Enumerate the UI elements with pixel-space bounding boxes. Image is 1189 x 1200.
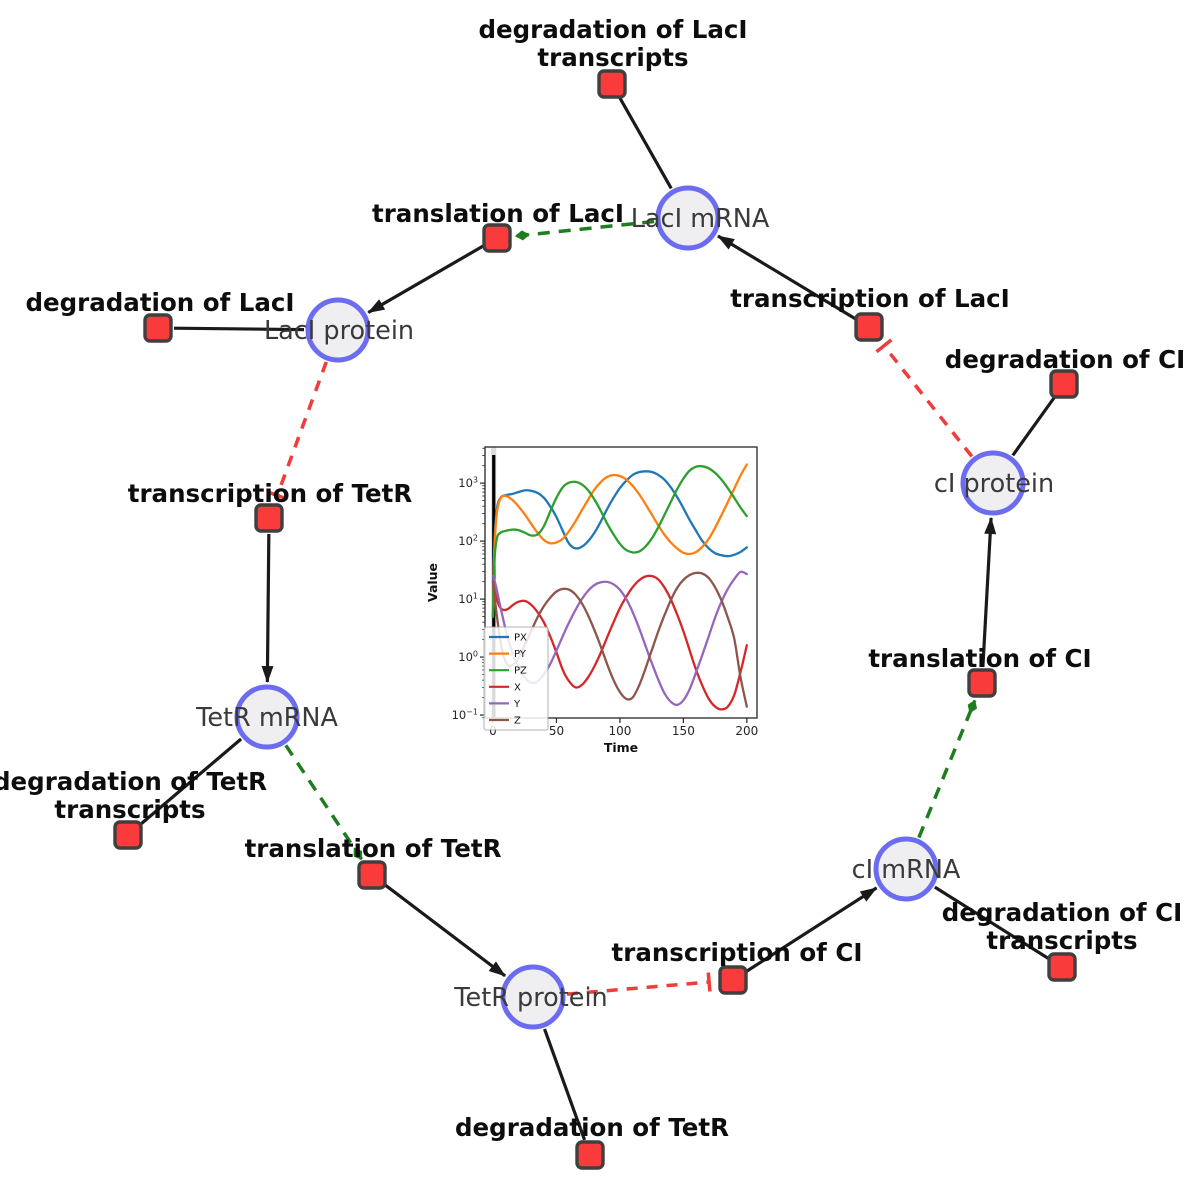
edge-production-transl_tetr-tetr_protein [383,883,507,978]
legend-label-X: X [514,682,521,693]
series-line-PX [491,470,748,618]
edge-stimulation-tetr_mrna-transl_tetr [284,744,363,861]
edge-production-transl_laci-laci_protein [367,244,484,314]
reaction-node-transl_tetr[interactable] [357,860,387,890]
species-node-tetr_mrna[interactable] [234,684,300,750]
species-label-ci_mrna: cI mRNA [852,855,961,885]
legend-label-PX: PX [514,633,527,644]
legend-label-PZ: PZ [514,666,527,677]
reaction-label-deg_ci_transcripts-line2: transcripts [986,926,1137,955]
edge-production-tx_laci-laci_mrna [717,234,857,321]
chart-legend: PX PY PZ XYZ [483,626,549,731]
series-line-PY [491,463,748,618]
edge-inhibition-tetr_protein-tx_ci [566,972,712,996]
reaction-node-deg_laci_transcripts[interactable] [597,69,627,99]
edge-consumption-tetr_mrna-deg_tetr_transcripts [139,737,243,826]
legend-label-Y: Y [513,699,521,710]
reaction-label-tx_ci: transcription of CI [612,938,863,967]
x-tick-label-0: 0 [489,724,497,738]
edge-consumption-tetr_protein-deg_tetr [543,1028,587,1141]
x-tick-label-200: 200 [735,724,758,738]
reaction-node-deg_ci_transcripts[interactable] [1047,952,1077,982]
reaction-node-deg_tetr_transcripts[interactable] [113,820,143,850]
reaction-node-transl_ci[interactable] [967,668,997,698]
reaction-label-tx_laci: transcription of LacI [730,284,1010,313]
species-label-tetr_mrna: TetR mRNA [195,703,338,733]
species-label-laci_mrna: LacI mRNA [631,204,770,234]
legend-label-PY: PY [514,649,527,660]
edge-production-tx_ci-ci_mrna [745,886,878,973]
reaction-node-tx_tetr[interactable] [254,503,284,533]
reaction-node-transl_laci[interactable] [482,223,512,253]
reaction-label-transl_ci: translation of CI [868,644,1091,673]
species-node-laci_mrna[interactable] [655,185,721,251]
legend-label-Z: Z [514,716,521,727]
edge-consumption-ci_protein-deg_ci [1011,396,1056,457]
reaction-node-deg_ci[interactable] [1049,369,1079,399]
edge-production-tx_tetr-tetr_mrna [261,533,274,684]
reaction-node-deg_laci[interactable] [143,313,173,343]
edge-production-transl_ci-ci_protein [981,516,997,668]
species-node-tetr_protein[interactable] [500,964,566,1030]
x-tick-label-150: 150 [672,724,695,738]
species-node-laci_protein[interactable] [305,297,371,363]
reaction-label-deg_tetr_transcripts-line1: degradation of TetR [0,767,267,796]
series-line-PZ [491,464,748,618]
timecourse-chart-svg: 0 50 100 150 20010−1100101102103TimeValuePXP… [424,429,769,761]
x-axis-label: Time [604,740,638,755]
reaction-label-deg_tetr_transcripts-line2: transcripts [54,795,205,824]
edge-stimulation-ci_mrna-transl_ci [917,699,977,839]
edge-consumption-laci_protein-deg_laci [173,326,305,332]
species-node-ci_protein[interactable] [960,450,1026,516]
reaction-label-deg_tetr: degradation of TetR [455,1113,729,1142]
edge-consumption-ci_mrna-deg_ci_transcripts [933,885,1050,960]
reaction-node-tx_laci[interactable] [854,312,884,342]
species-label-tetr_protein: TetR protein [453,983,607,1013]
reaction-label-deg_laci_transcripts-line1: degradation of LacI [478,15,747,44]
reaction-label-deg_laci: degradation of LacI [25,288,294,317]
species-label-ci_protein: cI protein [934,469,1054,499]
edge-consumption-laci_mrna-deg_laci_transcripts [618,97,673,190]
reaction-label-transl_tetr: translation of TetR [245,834,502,863]
plot-frame [484,446,758,719]
reaction-label-deg_ci: degradation of CI [945,345,1185,374]
x-tick-label-100: 100 [608,724,631,738]
edge-stimulation-laci_mrna-transl_laci [514,219,655,241]
y-axis-label: Value [425,563,440,602]
reaction-node-deg_tetr[interactable] [575,1140,605,1170]
reaction-node-tx_ci[interactable] [718,965,748,995]
reaction-label-tx_tetr: transcription of TetR [128,479,413,508]
reaction-label-transl_laci: translation of LacI [372,199,624,228]
species-node-ci_mrna[interactable] [873,836,939,902]
reaction-label-deg_laci_transcripts-line2: transcripts [537,43,688,72]
species-label-laci_protein: LacI protein [264,316,414,346]
series-line-X [491,574,748,711]
timecourse-inset: 0 50 100 150 200 10−1 100 101 102 103 Time Value PX P… [424,429,769,761]
reaction-label-deg_ci_transcripts-line1: degradation of CI [942,898,1182,927]
x-tick-label-50: 50 [549,724,564,738]
edge-inhibition-laci_protein-tx_tetr [267,361,328,501]
edge-inhibition-ci_protein-tx_laci [875,338,974,458]
